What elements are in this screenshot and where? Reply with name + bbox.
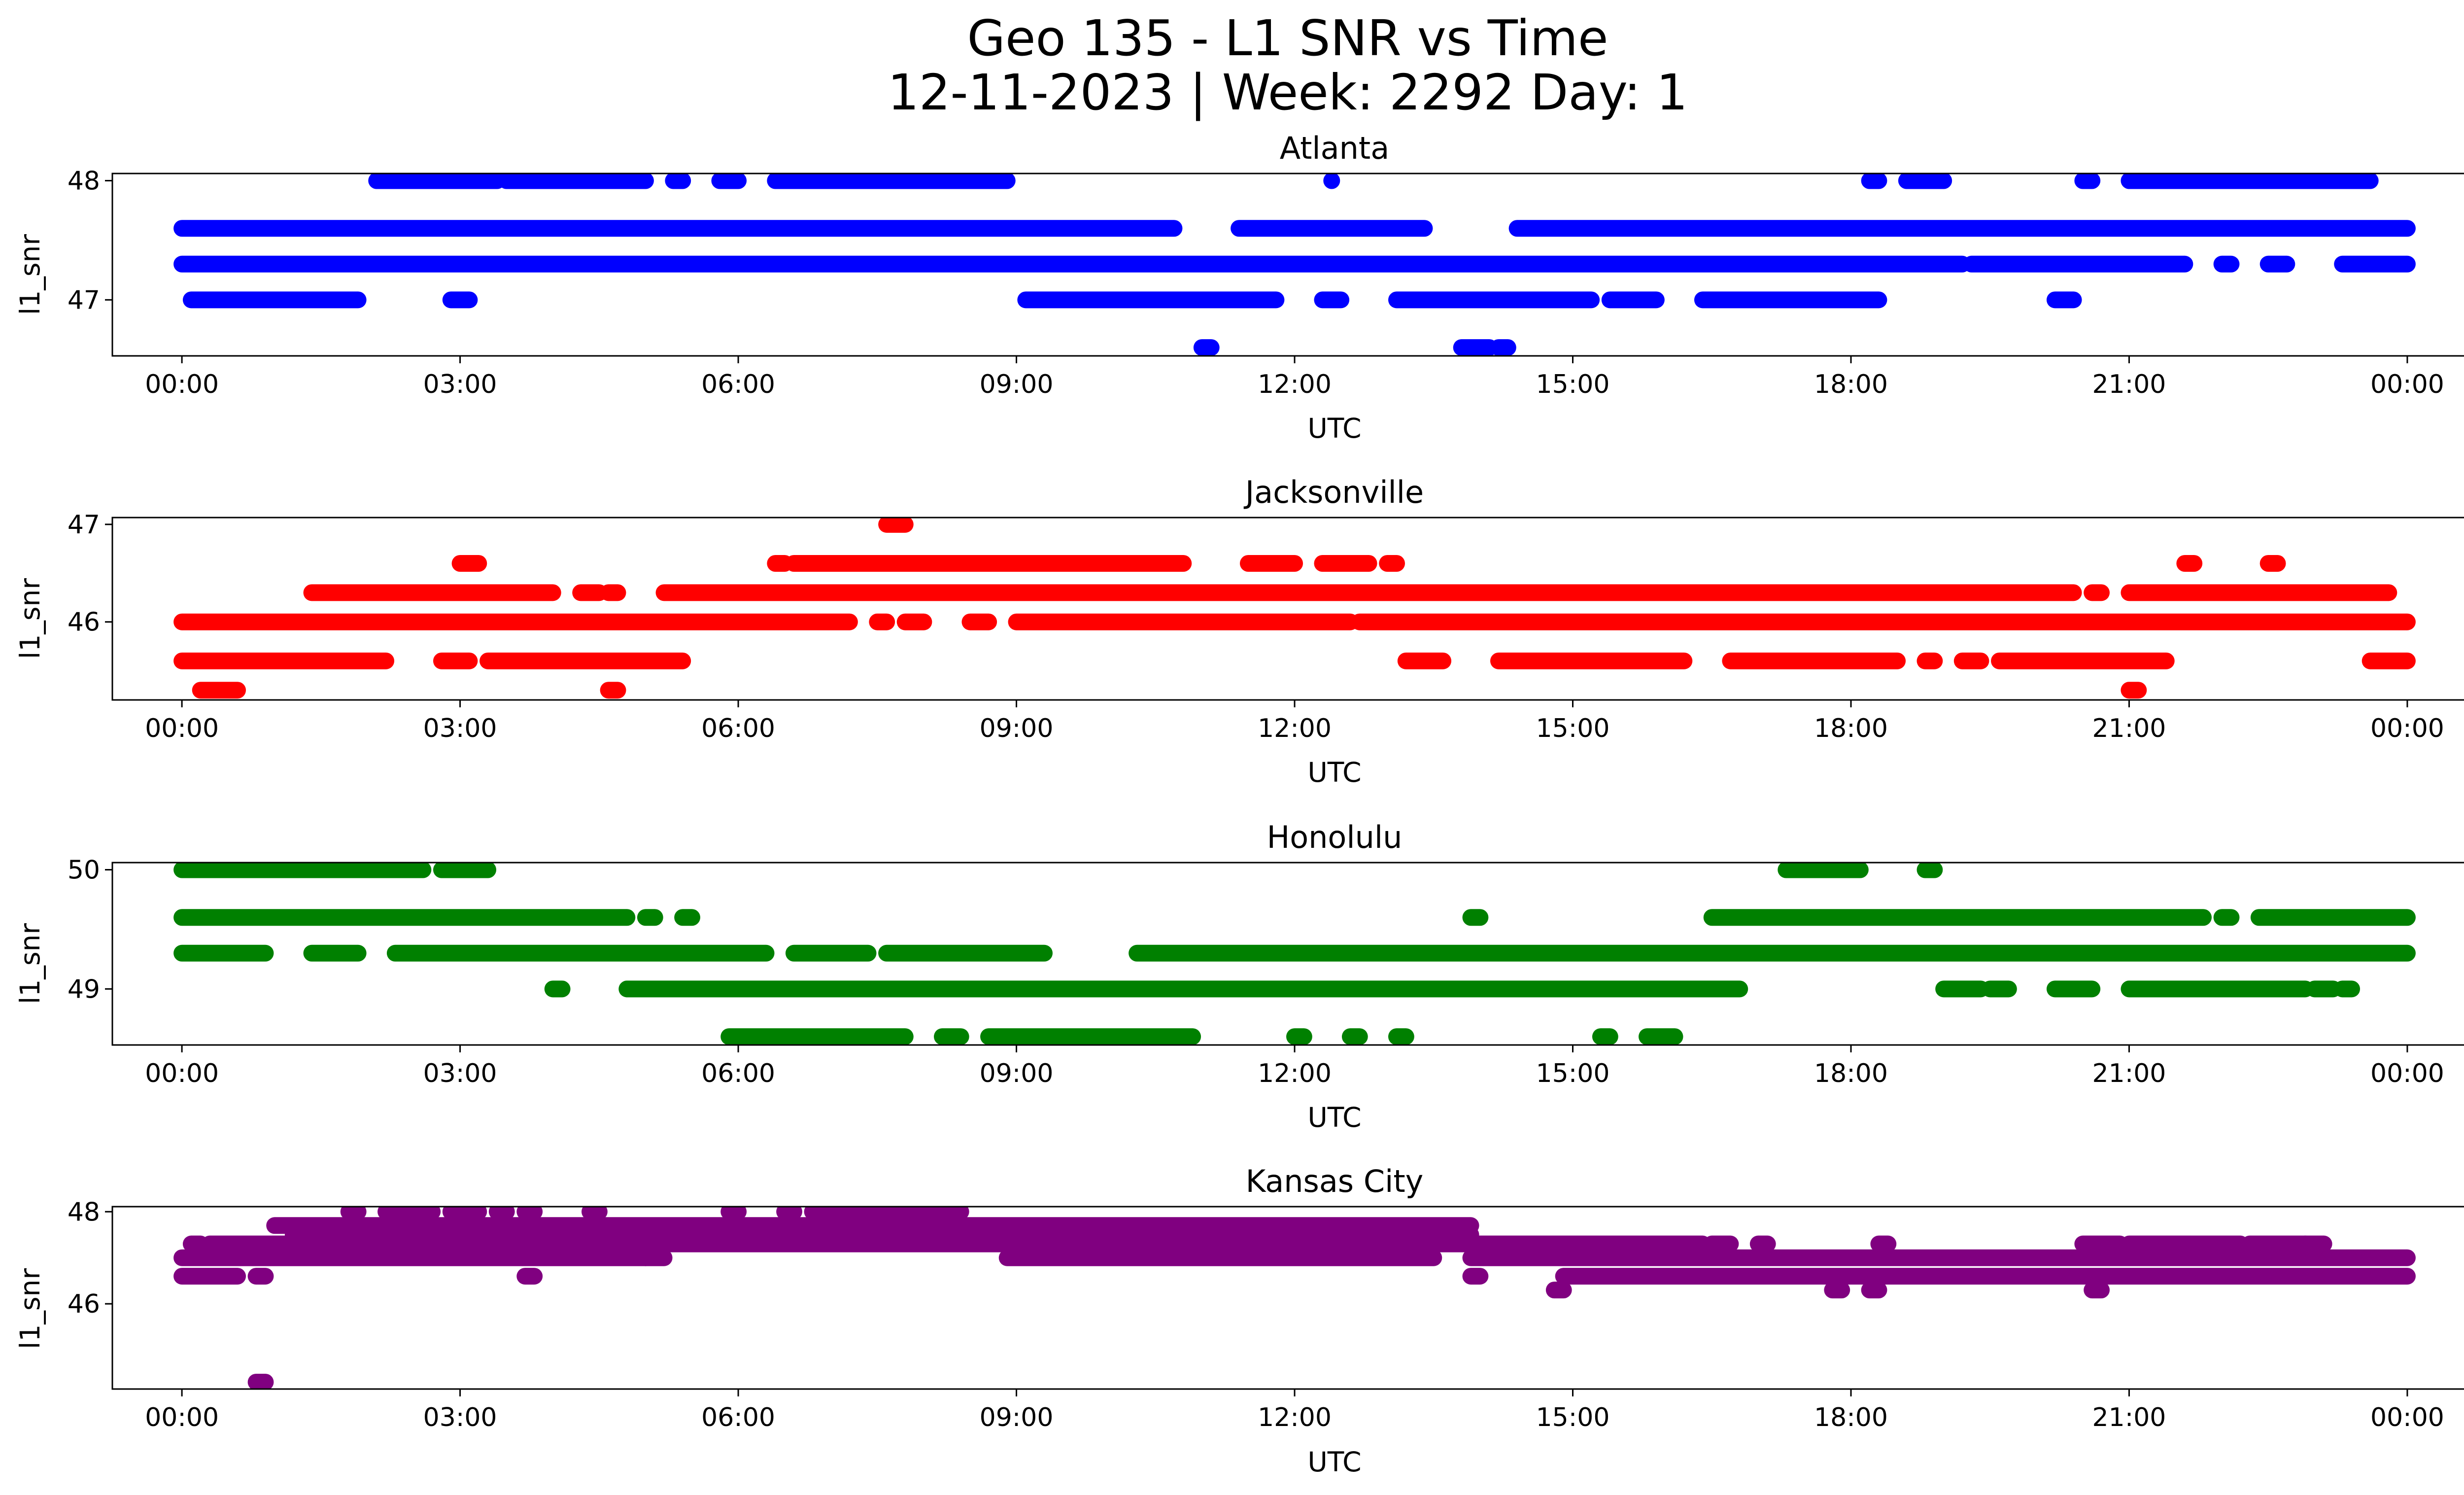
panel-title: Jacksonville — [1243, 474, 1424, 510]
x-tick-label: 06:00 — [701, 1403, 775, 1432]
x-tick-label: 21:00 — [2092, 370, 2166, 399]
panel-honolulu: Honolulu UTC l1_snr 00:00 03:00 06:00 09:00… — [14, 819, 2464, 1133]
x-tick-label: 00:00 — [2370, 370, 2444, 399]
x-tick-label: 21:00 — [2092, 1059, 2166, 1088]
x-tick-label: 06:00 — [701, 370, 775, 399]
x-tick-label: 21:00 — [2092, 714, 2166, 743]
x-tick-label: 15:00 — [1536, 1059, 1610, 1088]
x-tick-label: 00:00 — [2370, 714, 2444, 743]
panel-kansas-city: Kansas City UTC l1_snr 00:00 03:00 06:00 09… — [14, 1163, 2464, 1478]
x-tick-label: 12:00 — [1258, 714, 1332, 743]
y-tick-label: 46 — [68, 1289, 100, 1319]
data-points — [173, 863, 2416, 1045]
y-axis-label: l1_snr — [14, 1268, 46, 1349]
y-axis-label: l1_snr — [14, 923, 46, 1004]
data-points — [173, 174, 2416, 356]
x-tick-label: 15:00 — [1536, 1403, 1610, 1432]
y-tick-label: 47 — [68, 510, 100, 540]
x-tick-label: 18:00 — [1814, 370, 1888, 399]
figure-title-line1: Geo 135 - L1 SNR vs Time — [967, 9, 1608, 67]
x-tick-label: 09:00 — [980, 370, 1054, 399]
y-tick-label: 50 — [68, 856, 100, 885]
y-tick-label: 48 — [68, 1197, 100, 1227]
x-tick-label: 09:00 — [980, 714, 1054, 743]
x-tick-label: 00:00 — [2370, 1059, 2444, 1088]
panel-title: Atlanta — [1280, 130, 1389, 166]
x-tick-label: 06:00 — [701, 714, 775, 743]
x-tick-label: 00:00 — [145, 1403, 219, 1432]
y-tick-label: 49 — [68, 974, 100, 1004]
x-tick-label: 15:00 — [1536, 370, 1610, 399]
y-axis-label: l1_snr — [14, 234, 46, 315]
y-tick-label: 48 — [68, 167, 100, 196]
y-axis-label: l1_snr — [14, 578, 46, 659]
x-tick-label: 12:00 — [1258, 1059, 1332, 1088]
x-tick-label: 03:00 — [423, 714, 497, 743]
x-tick-label: 12:00 — [1258, 1403, 1332, 1432]
x-tick-label: 21:00 — [2092, 1403, 2166, 1432]
data-points — [173, 518, 2416, 699]
panel-jacksonville: Jacksonville UTC l1_snr 00:00 03:00 06:00 0… — [14, 474, 2464, 788]
x-tick-label: 09:00 — [980, 1403, 1054, 1432]
x-tick-label: 06:00 — [701, 1059, 775, 1088]
panel-atlanta: Atlanta UTC l1_snr 00:00 03:00 06:00 09:00 1… — [14, 130, 2464, 444]
panel-title: Honolulu — [1267, 819, 1403, 855]
plot-frame — [111, 173, 2464, 357]
data-point — [1323, 174, 1340, 189]
x-axis-label: UTC — [1307, 1446, 1361, 1478]
panel-title: Kansas City — [1246, 1163, 1424, 1199]
x-axis-label: UTC — [1307, 1102, 1361, 1133]
x-tick-label: 09:00 — [980, 1059, 1054, 1088]
x-axis-label: UTC — [1307, 413, 1361, 444]
data-points — [173, 1207, 2416, 1389]
x-tick-label: 18:00 — [1814, 714, 1888, 743]
x-tick-label: 00:00 — [145, 714, 219, 743]
x-tick-label: 12:00 — [1258, 370, 1332, 399]
x-tick-label: 00:00 — [2370, 1403, 2444, 1432]
x-tick-label: 15:00 — [1536, 714, 1610, 743]
figure-title-line2: 12-11-2023 | Week: 2292 Day: 1 — [888, 64, 1687, 121]
x-tick-label: 00:00 — [145, 1059, 219, 1088]
x-tick-label: 03:00 — [423, 1059, 497, 1088]
plot-frame — [111, 862, 2464, 1046]
x-tick-label: 18:00 — [1814, 1059, 1888, 1088]
x-tick-label: 00:00 — [145, 370, 219, 399]
x-tick-label: 03:00 — [423, 370, 497, 399]
x-axis-label: UTC — [1307, 757, 1361, 788]
x-tick-label: 18:00 — [1814, 1403, 1888, 1432]
x-tick-label: 03:00 — [423, 1403, 497, 1432]
plot-frame — [111, 1206, 2464, 1390]
y-tick-label: 46 — [68, 608, 100, 637]
plot-frame — [111, 517, 2464, 701]
y-tick-label: 47 — [68, 285, 100, 315]
